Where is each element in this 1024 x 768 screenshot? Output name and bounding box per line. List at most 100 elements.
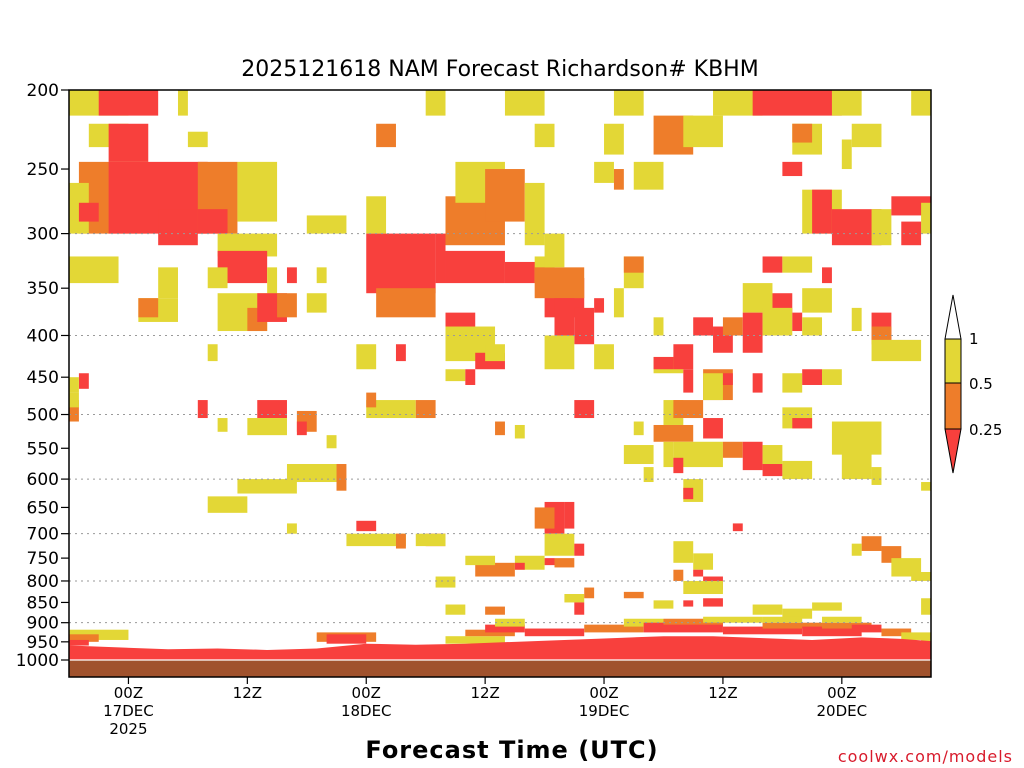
cell-r-31 — [158, 209, 198, 246]
cell-y-69 — [742, 283, 773, 313]
cell-r-196 — [703, 598, 723, 607]
cell-y-201 — [851, 543, 862, 556]
cell-y-105 — [445, 369, 466, 382]
cell-y-97 — [802, 317, 823, 336]
y-tick-label-800: 800 — [27, 572, 59, 592]
cell-r-124 — [197, 400, 208, 419]
cell-y-161 — [286, 523, 297, 534]
colorbar-top-triangle — [944, 294, 962, 340]
cell-y-56 — [267, 267, 278, 299]
x-tick-label-0-0: 00Z — [114, 684, 143, 702]
y-tick-label-650: 650 — [27, 498, 59, 518]
cell-r-184 — [693, 569, 704, 577]
cell-y-183 — [693, 553, 714, 570]
cell-o-217 — [584, 624, 644, 633]
cell-y-3 — [425, 90, 446, 116]
cell-r-86 — [574, 307, 595, 345]
cell-y-215 — [495, 618, 525, 627]
cell-o-226 — [822, 622, 872, 629]
cell-y-205 — [921, 598, 931, 615]
x-tick-label-0-2: 2025 — [109, 720, 147, 738]
cell-y-131 — [366, 400, 416, 419]
cell-y-204 — [911, 572, 931, 581]
x-tick-label-4-0: 00Z — [589, 684, 618, 702]
cell-y-2 — [177, 90, 188, 116]
y-tick-label-950: 950 — [27, 633, 59, 653]
cell-o-200 — [861, 536, 882, 551]
cell-r-112 — [683, 369, 694, 393]
y-tick-label-750: 750 — [27, 549, 59, 569]
cell-o-38 — [485, 169, 525, 222]
surface-layer-band — [69, 636, 931, 660]
cell-r-214 — [485, 624, 525, 633]
cell-r-175 — [514, 562, 525, 570]
cell-y-187 — [683, 580, 723, 595]
cell-o-122 — [69, 400, 79, 422]
cell-y-121 — [69, 377, 79, 393]
cell-o-143 — [722, 441, 743, 458]
cell-o-176 — [475, 562, 515, 577]
cell-r-228 — [851, 624, 882, 633]
y-tick-label-200: 200 — [27, 81, 59, 101]
cell-r-58 — [366, 233, 436, 294]
chart-title: 2025121618 NAM Forecast Richardson# KBHM — [241, 57, 758, 82]
cell-y-34 — [306, 215, 347, 234]
credit-text: coolwx.com/models — [838, 747, 1013, 766]
cell-o-190 — [584, 587, 595, 599]
cell-y-81 — [306, 293, 327, 313]
cell-y-178 — [435, 576, 456, 588]
cell-y-89 — [613, 288, 624, 318]
cell-r-193 — [574, 602, 585, 615]
y-tick-label-450: 450 — [27, 368, 59, 388]
cell-y-114 — [703, 373, 723, 401]
cell-o-41 — [613, 169, 624, 190]
y-axis-ticks: 200 250 300 350 400 450 500 550 600 650 700 750 8008… — [16, 81, 69, 671]
cell-r-180 — [683, 487, 694, 500]
cell-y-137 — [633, 421, 644, 436]
x-tick-label-4-1: 19DEC — [579, 702, 630, 720]
cell-r-126 — [257, 400, 287, 419]
cell-r-171 — [574, 543, 585, 556]
cell-y-158 — [286, 464, 337, 483]
cell-r-111 — [673, 344, 694, 370]
cell-r-74 — [822, 267, 832, 284]
cell-y-117 — [782, 373, 803, 393]
cell-r-88 — [594, 298, 605, 313]
x-tick-label-2-0: 00Z — [352, 684, 381, 702]
cell-y-170 — [544, 533, 575, 556]
y-tick-label-250: 250 — [27, 160, 59, 180]
cell-r-7 — [752, 90, 842, 116]
cell-r-94 — [742, 312, 763, 353]
cell-y-40 — [594, 161, 614, 183]
cell-y-4 — [504, 90, 545, 116]
colorbar-yellow-bin — [944, 338, 962, 384]
cell-y-221 — [703, 616, 763, 623]
cell-o-223 — [762, 622, 823, 629]
cell-r-149 — [792, 418, 813, 429]
y-tick-label-900: 900 — [27, 614, 59, 634]
cell-y-199 — [812, 602, 842, 611]
cell-y-8 — [831, 90, 862, 116]
cell-y-136 — [514, 424, 525, 439]
x-tick-label-2-1: 18DEC — [341, 702, 392, 720]
cell-r-1 — [98, 90, 159, 116]
cell-y-52 — [158, 267, 178, 299]
cell-y-151 — [841, 451, 872, 480]
cell-y-230 — [901, 632, 931, 640]
cell-y-57 — [316, 267, 327, 284]
cell-y-87 — [544, 335, 575, 370]
cell-y-212 — [445, 636, 505, 644]
y-tick-label-1000: 1000 — [16, 651, 59, 671]
cell-r-129 — [296, 421, 307, 436]
cell-o-188 — [623, 591, 644, 599]
cell-y-33 — [217, 233, 278, 257]
cell-y-203 — [891, 558, 922, 577]
cell-y-197 — [752, 604, 783, 615]
y-tick-label-300: 300 — [27, 225, 59, 245]
cell-y-100 — [871, 339, 922, 362]
cell-o-16 — [376, 123, 396, 148]
cell-o-22 — [792, 123, 813, 143]
cell-y-127 — [247, 418, 287, 436]
cell-r-225 — [802, 626, 862, 637]
